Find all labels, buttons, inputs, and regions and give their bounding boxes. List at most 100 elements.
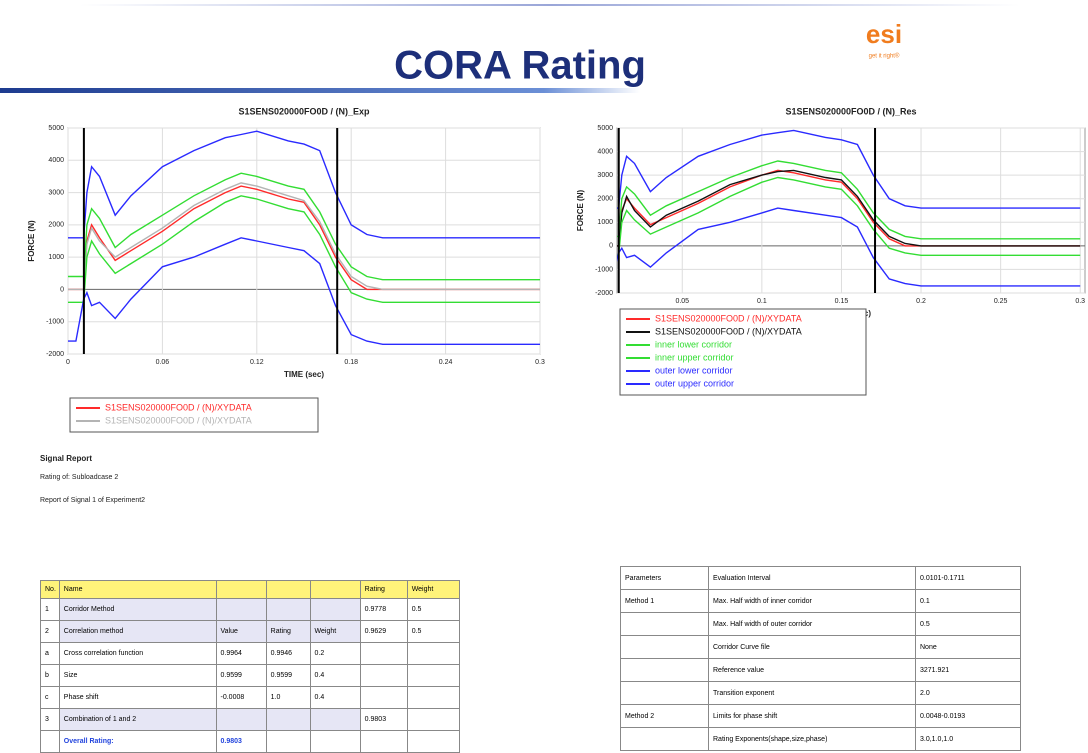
y-tick-label: -2000 <box>46 351 64 358</box>
y-tick-label: 0 <box>60 286 64 293</box>
table-cell <box>620 681 709 705</box>
y-tick-label: 2000 <box>597 196 613 203</box>
table-cell: Method 1 <box>620 589 709 613</box>
table-cell: Max. Half width of outer corridor <box>708 612 916 636</box>
report-signal: Report of Signal 1 of Experiment2 <box>40 497 146 504</box>
top-rule <box>80 4 1020 6</box>
y-tick-label: 5000 <box>597 125 613 132</box>
table-cell: 0.0048-0.0193 <box>915 704 1021 728</box>
table-cell <box>620 635 709 659</box>
y-axis-label: FORCE (N) <box>27 220 36 262</box>
table-cell: 1.0 <box>265 686 311 709</box>
legend-label: S1SENS020000FO0D / (N)/XYDATA <box>105 415 252 425</box>
table-cell: 3.0,1.0,1.0 <box>915 727 1021 751</box>
table-cell: Rating <box>359 580 408 599</box>
table-cell <box>359 642 408 665</box>
series-line <box>617 160 1081 240</box>
legend-box <box>619 308 867 396</box>
logo-tagline: get it right® <box>869 53 900 60</box>
plot-area <box>616 127 1086 294</box>
table-cell <box>215 708 267 731</box>
series-line <box>617 169 1081 247</box>
y-tick-label: 1000 <box>48 254 64 261</box>
table-cell: Correlation method <box>58 620 217 643</box>
table-cell: 3 <box>40 708 60 731</box>
legend-label: outer upper corridor <box>655 378 734 388</box>
x-tick-label: 0.12 <box>250 359 264 366</box>
table-cell: b <box>40 664 60 687</box>
table-cell: Corridor Curve file <box>708 635 916 659</box>
table-cell: No. <box>40 580 60 599</box>
x-axis-label: TIME (sec) <box>284 370 324 379</box>
table-cell <box>265 708 311 731</box>
y-tick-label: -1000 <box>46 319 64 326</box>
table-cell: 0.5 <box>915 612 1021 636</box>
y-tick-label: 0 <box>609 243 613 250</box>
x-tick-label: 0.25 <box>994 298 1008 305</box>
table-cell: 0.9629 <box>359 620 408 643</box>
y-axis-label: FORCE (N) <box>576 190 585 232</box>
y-tick-label: -2000 <box>595 290 613 297</box>
series-line <box>68 172 540 281</box>
table-cell: 0.0101-0.1711 <box>915 566 1021 590</box>
legend-label: S1SENS020000FO0D / (N)/XYDATA <box>655 326 802 336</box>
x-tick-label: 0.3 <box>535 359 545 366</box>
x-tick-label: 0.05 <box>675 298 689 305</box>
table-cell <box>265 598 311 621</box>
page-title: CORA Rating <box>394 44 646 88</box>
table-cell: 0.5 <box>406 598 461 621</box>
table-cell: 0.9778 <box>359 598 408 621</box>
series-group <box>617 129 1081 287</box>
table-row: 1 Corridor Method 0.9778 0.5 <box>40 598 461 621</box>
y-tick-label: -1000 <box>595 266 613 273</box>
table-cell: Method 2 <box>620 704 709 728</box>
logo: esi <box>866 19 902 49</box>
table-row: No. Name Rating Weight <box>40 580 461 599</box>
table-row: 3 Combination of 1 and 2 0.9803 <box>40 708 461 731</box>
rating-table: No. Name Rating Weight 1 Corridor Method 0.977… <box>40 580 461 753</box>
table-row: Parameters Evaluation Interval 0.0101-0.17… <box>620 566 1021 590</box>
table-cell <box>309 708 361 731</box>
table-cell: Weight <box>406 580 461 599</box>
y-tick-label: 5000 <box>48 125 64 132</box>
series-line <box>617 207 1081 287</box>
y-tick-label: 1000 <box>597 219 613 226</box>
table-cell: Value <box>215 620 267 643</box>
table-cell: Rating <box>265 620 311 643</box>
series-line <box>617 176 1081 256</box>
x-tick-label: 0.3 <box>1075 298 1085 305</box>
table-row: 2 Correlation method Value Rating Weight 0.96… <box>40 620 461 643</box>
table-cell <box>620 658 709 682</box>
y-tick-label: 4000 <box>597 148 613 155</box>
series-line <box>68 237 540 345</box>
table-cell: 0.4 <box>309 686 361 709</box>
table-cell: 0.9803 <box>359 708 408 731</box>
series-line <box>68 182 540 291</box>
legend-label: outer lower corridor <box>655 365 733 375</box>
y-tick-label: 3000 <box>48 189 64 196</box>
chart-title: S1SENS020000FO0D / (N)_Res <box>785 106 916 116</box>
x-tick-label: 0.24 <box>439 359 453 366</box>
table-row: b Size 0.9599 0.9599 0.4 <box>40 664 461 687</box>
y-tick-label: 3000 <box>597 172 613 179</box>
table-cell: c <box>40 686 60 709</box>
table-cell: 0.1 <box>915 589 1021 613</box>
legend-label: inner lower corridor <box>655 339 732 349</box>
table-cell: 1 <box>40 598 60 621</box>
table-cell <box>215 580 267 599</box>
x-tick-label: 0.1 <box>757 298 767 305</box>
table-cell <box>359 664 408 687</box>
y-tick-label: 2000 <box>48 222 64 229</box>
table-row: Rating Exponents(shape,size,phase) 3.0,1.… <box>620 727 1021 751</box>
series-line <box>68 195 540 303</box>
title-bar <box>0 88 640 93</box>
table-cell: Reference value <box>708 658 916 682</box>
legend-label: inner upper corridor <box>655 352 734 362</box>
table-cell: 0.9946 <box>265 642 311 665</box>
table-cell: -0.0008 <box>215 686 267 709</box>
x-tick-label: 0.18 <box>344 359 358 366</box>
table-cell: Phase shift <box>58 686 217 709</box>
table-cell: Combination of 1 and 2 <box>58 708 217 731</box>
